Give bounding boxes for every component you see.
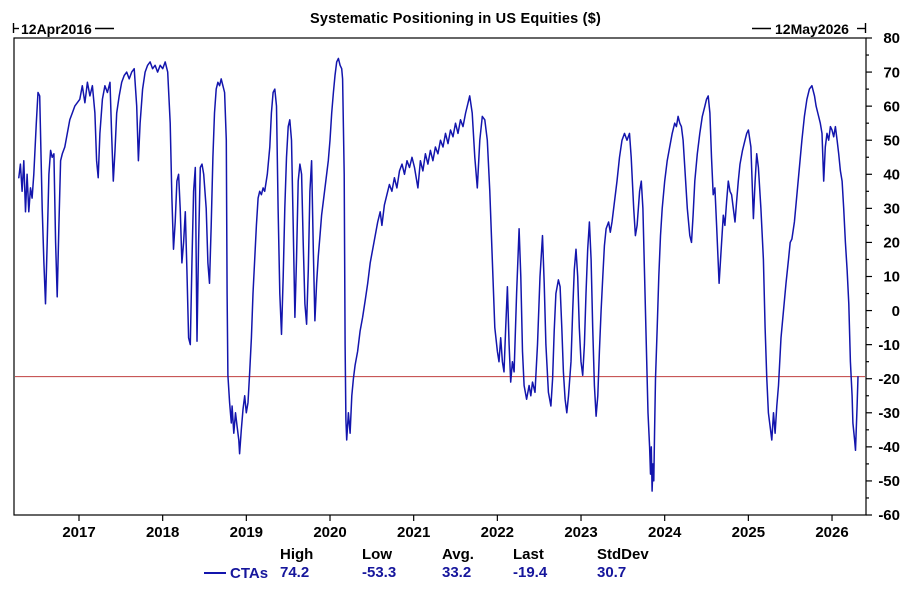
x-axis-tick-label: 2023	[564, 524, 597, 541]
stat-header-high: High	[280, 546, 314, 563]
y-axis-tick-label: -60	[878, 507, 900, 524]
y-axis-tick-label: -50	[878, 473, 900, 490]
stat-header-avg: Avg.	[442, 546, 474, 563]
x-axis-tick-label: 2024	[648, 524, 682, 541]
x-axis-tick-label: 2022	[481, 524, 514, 541]
series-line-swatch-icon	[204, 572, 226, 574]
stat-column-avg: Avg. 33.2	[442, 547, 514, 581]
y-axis-tick-label: 80	[883, 30, 900, 47]
legend: CTAs	[204, 564, 269, 582]
y-axis-tick-label: 30	[883, 201, 900, 218]
y-axis-tick-label: -30	[878, 405, 900, 422]
series-legend-label: CTAs	[230, 564, 269, 582]
stat-column-high: High 74.2	[280, 547, 352, 581]
stat-value-avg: 33.2	[442, 564, 472, 581]
y-axis-tick-label: -40	[878, 439, 900, 456]
x-axis-tick-label: 2026	[815, 524, 848, 541]
y-axis-tick-label: -20	[878, 371, 900, 388]
stat-column-last: Last -19.4	[513, 547, 585, 581]
x-axis-tick-label: 2018	[146, 524, 179, 541]
stat-header-last: Last	[513, 546, 544, 563]
x-axis-tick-label: 2020	[313, 524, 346, 541]
stat-value-stddev: 30.7	[597, 564, 627, 581]
y-axis-tick-label: 70	[883, 64, 900, 81]
y-axis-tick-label: 10	[883, 269, 900, 286]
stat-value-high: 74.2	[280, 564, 310, 581]
stat-value-last: -19.4	[513, 564, 548, 581]
y-axis-tick-label: 60	[883, 98, 900, 115]
stat-column-low: Low -53.3	[362, 547, 434, 581]
ctas-series-line	[18, 57, 859, 492]
x-axis-tick-label: 2021	[397, 524, 430, 541]
y-axis-tick-label: 50	[883, 132, 900, 149]
stat-value-low: -53.3	[362, 564, 397, 581]
y-axis-tick-label: -10	[878, 337, 900, 354]
y-axis-tick-label: 40	[883, 166, 900, 183]
range-start-date-label: 12Apr2016	[21, 21, 92, 37]
y-axis-tick-label: 0	[892, 303, 900, 320]
range-end-date-label: 12May2026	[775, 21, 849, 37]
stat-header-low: Low	[362, 546, 392, 563]
x-axis-tick-label: 2019	[230, 524, 263, 541]
chart-title: Systematic Positioning in US Equities ($…	[310, 11, 601, 27]
y-axis-tick-label: 20	[883, 235, 900, 252]
x-axis-tick-label: 2025	[732, 524, 765, 541]
stat-column-stddev: StdDev 30.7	[597, 547, 669, 581]
x-axis-tick-label: 2017	[62, 524, 95, 541]
stat-header-stddev: StdDev	[597, 546, 649, 563]
